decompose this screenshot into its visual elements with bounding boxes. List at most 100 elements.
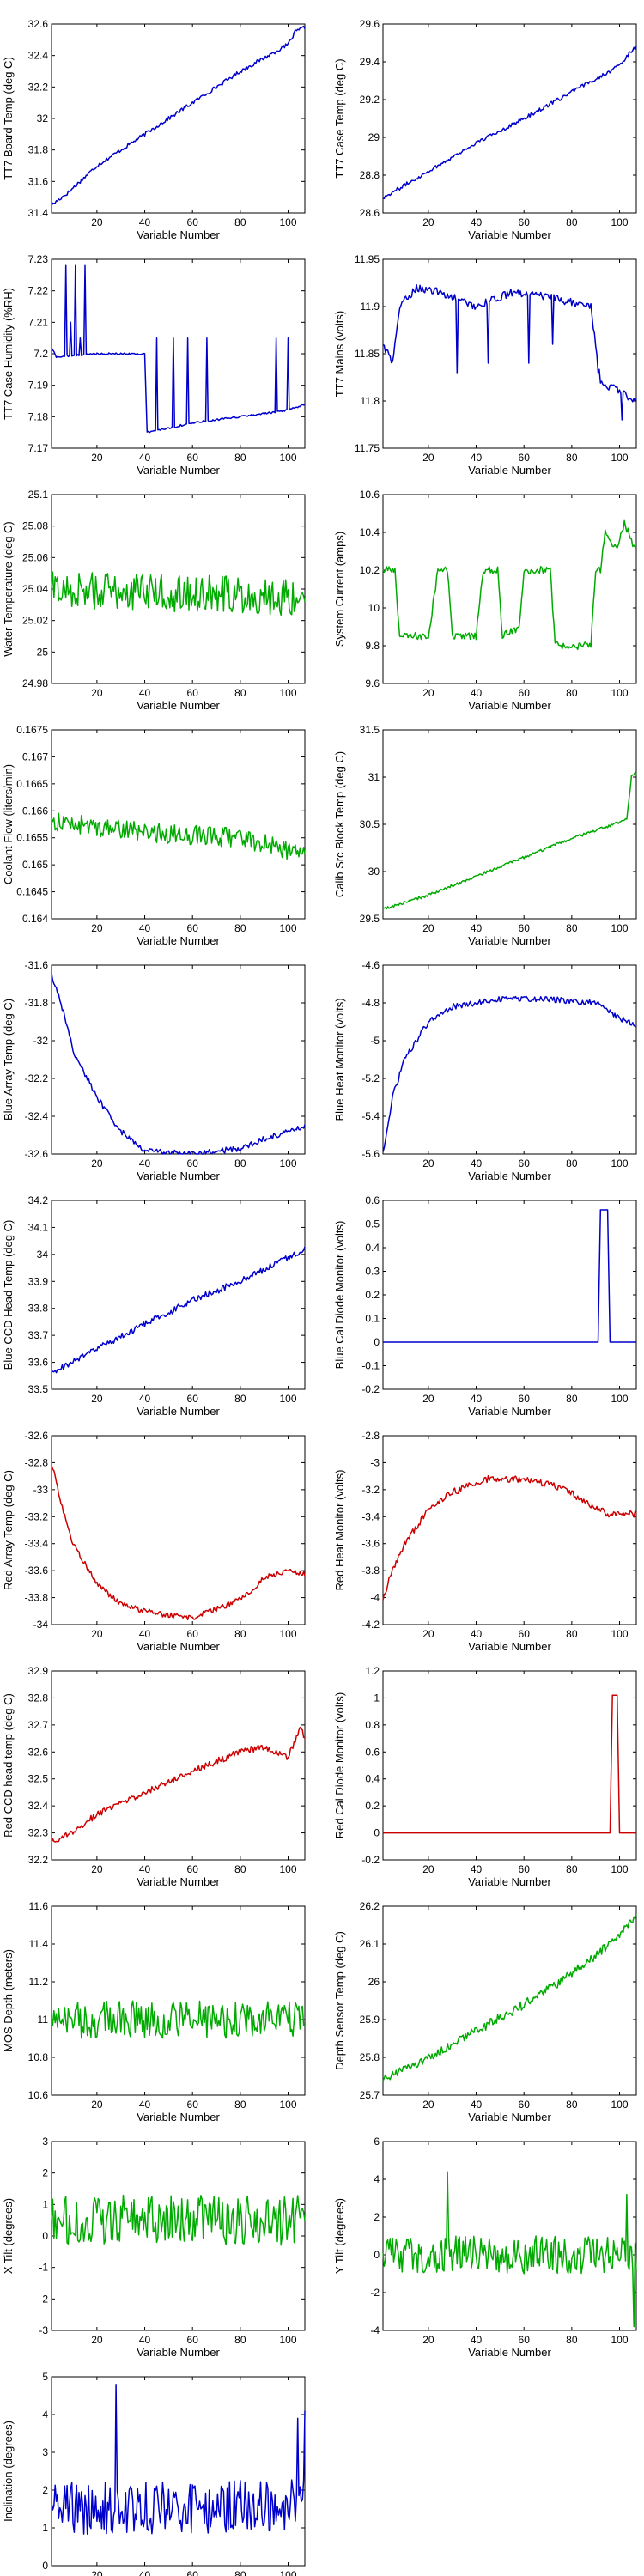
y-tick-label: 0.1	[365, 1313, 380, 1325]
x-axis-label: Variable Number	[468, 1405, 551, 1418]
plot-frame	[51, 964, 306, 1155]
y-tick-label: 4	[374, 2173, 380, 2185]
y-tick-label: 11.85	[355, 348, 380, 360]
x-tick-label: 60	[519, 2099, 531, 2111]
y-axis-label: TT7 Case Humidity (%RH)	[2, 288, 15, 420]
y-tick-label: -1	[39, 2262, 48, 2274]
y-tick-label: -31.6	[25, 959, 49, 971]
y-tick-label: -3	[39, 2324, 48, 2336]
x-tick-label: 20	[422, 452, 434, 464]
series-line	[382, 1474, 637, 1601]
x-tick-label: 80	[566, 2099, 578, 2111]
x-axis-label: Variable Number	[137, 228, 220, 241]
x-axis-label: Variable Number	[137, 2346, 220, 2359]
y-axis-label: Red Cal Diode Monitor (volts)	[333, 1692, 346, 1839]
y-tick-label: 32	[37, 112, 49, 125]
y-tick-label: 10.4	[360, 526, 380, 538]
y-tick-label: 0.6	[365, 1194, 380, 1206]
y-tick-label: 0.1675	[16, 724, 48, 736]
series-line	[382, 519, 637, 651]
x-tick-label: 40	[471, 687, 483, 699]
y-axis-label: Blue Cal Diode Monitor (volts)	[333, 1221, 346, 1370]
y-tick-label: 33.7	[28, 1329, 49, 1341]
x-tick-label: 40	[471, 2334, 483, 2346]
series-line	[382, 1913, 637, 2081]
y-tick-label: -3.8	[361, 1564, 380, 1577]
x-tick-label: 20	[422, 1393, 434, 1405]
x-tick-label: 20	[91, 216, 103, 228]
y-tick-label: 31.4	[28, 207, 49, 219]
y-tick-label: 0.2	[365, 1289, 380, 1301]
series-line	[51, 1464, 306, 1621]
x-tick-label: 100	[611, 216, 629, 228]
y-tick-label: 0.1645	[16, 886, 48, 898]
x-tick-label: 20	[91, 687, 103, 699]
x-tick-label: 60	[187, 1157, 199, 1170]
plot-frame	[51, 23, 306, 214]
x-axis-label: Variable Number	[137, 1640, 220, 1653]
subplot-6: 20 40 60 80 100 9.6 9.8 10 10.2 10.4 10.6 Variable …	[333, 489, 637, 712]
y-tick-label: 29.4	[360, 56, 380, 68]
y-axis-label: Blue Array Temp (deg C)	[2, 999, 15, 1121]
subplot-7: 20 40 60 80 100 0.164 0.1645 0.165 0.1655 0.166 0.…	[2, 724, 306, 947]
y-tick-label: 0	[42, 2230, 48, 2242]
y-tick-label: 30	[368, 866, 380, 878]
x-tick-label: 20	[91, 2334, 103, 2346]
x-tick-label: 40	[139, 687, 151, 699]
subplot-4: 20 40 60 80 100 11.75 11.8 11.85 11.9 11.95 Variab…	[333, 253, 637, 477]
y-axis-label: Blue Heat Monitor (volts)	[333, 998, 346, 1121]
y-tick-label: 0.3	[365, 1266, 380, 1278]
y-tick-label: -33.4	[25, 1538, 49, 1550]
x-tick-label: 80	[234, 2569, 246, 2576]
y-tick-label: -5	[370, 1035, 380, 1047]
x-axis-label: Variable Number	[468, 464, 551, 477]
y-tick-label: 29.5	[360, 913, 380, 925]
subplot-2: 20 40 60 80 100 28.6 28.8 29 29.2 29.4 29.6 Variabl…	[333, 18, 637, 241]
x-tick-label: 80	[566, 922, 578, 934]
x-tick-label: 80	[566, 1393, 578, 1405]
y-tick-label: 0	[374, 2249, 380, 2261]
y-axis-label: TT7 Case Temp (deg C)	[333, 58, 346, 178]
y-tick-label: -32.2	[25, 1072, 49, 1084]
x-tick-label: 20	[91, 922, 103, 934]
series-line	[51, 1726, 306, 1844]
y-tick-label: 7.17	[28, 442, 49, 454]
plot-frame	[51, 2376, 306, 2567]
x-tick-label: 80	[234, 216, 246, 228]
y-tick-label: 0	[374, 1827, 380, 1839]
x-tick-label: 100	[280, 2099, 297, 2111]
y-tick-label: 26.1	[360, 1938, 380, 1950]
y-tick-label: 0.4	[365, 1773, 380, 1785]
x-tick-label: 60	[519, 2334, 531, 2346]
y-tick-label: 31.5	[360, 724, 380, 736]
y-tick-label: 29.6	[360, 18, 380, 30]
x-tick-label: 40	[139, 2334, 151, 2346]
y-tick-label: 25.08	[22, 520, 48, 532]
y-tick-label: 0.1655	[16, 832, 48, 844]
y-tick-label: 33.5	[28, 1383, 49, 1395]
series-line	[382, 771, 637, 910]
x-tick-label: 60	[187, 1628, 199, 1640]
y-tick-label: 25.9	[360, 2014, 380, 2026]
plot-frame	[51, 1200, 306, 1390]
y-tick-label: 10	[368, 602, 380, 614]
x-tick-label: 100	[611, 1628, 629, 1640]
subplot-14: 20 40 60 80 100 -4.2 -4 -3.8 -3.6 -3.4 -3.2 -3 -2.8 V…	[333, 1430, 637, 1653]
y-tick-label: -31.8	[25, 997, 49, 1009]
x-tick-label: 100	[611, 1393, 629, 1405]
y-tick-label: 9.6	[365, 677, 380, 690]
y-tick-label: 32.2	[28, 1854, 49, 1866]
x-tick-label: 100	[280, 1393, 297, 1405]
x-tick-label: 100	[611, 2099, 629, 2111]
y-tick-label: 25.02	[22, 615, 48, 627]
y-axis-label: Y Tilt (degrees)	[333, 2198, 346, 2274]
x-tick-label: 20	[91, 1628, 103, 1640]
y-axis-label: Coolant Flow (liters/min)	[2, 764, 15, 884]
x-tick-label: 40	[139, 1863, 151, 1875]
x-axis-label: Variable Number	[137, 2111, 220, 2123]
series-line	[51, 812, 306, 860]
x-tick-label: 100	[611, 1863, 629, 1875]
x-tick-label: 40	[471, 2099, 483, 2111]
plot-frame	[382, 1435, 637, 1625]
subplot-12: 20 40 60 80 100 -0.2 -0.1 0 0.1 0.2 0.3 0.4 0.5 0.6 Va…	[333, 1194, 637, 1418]
